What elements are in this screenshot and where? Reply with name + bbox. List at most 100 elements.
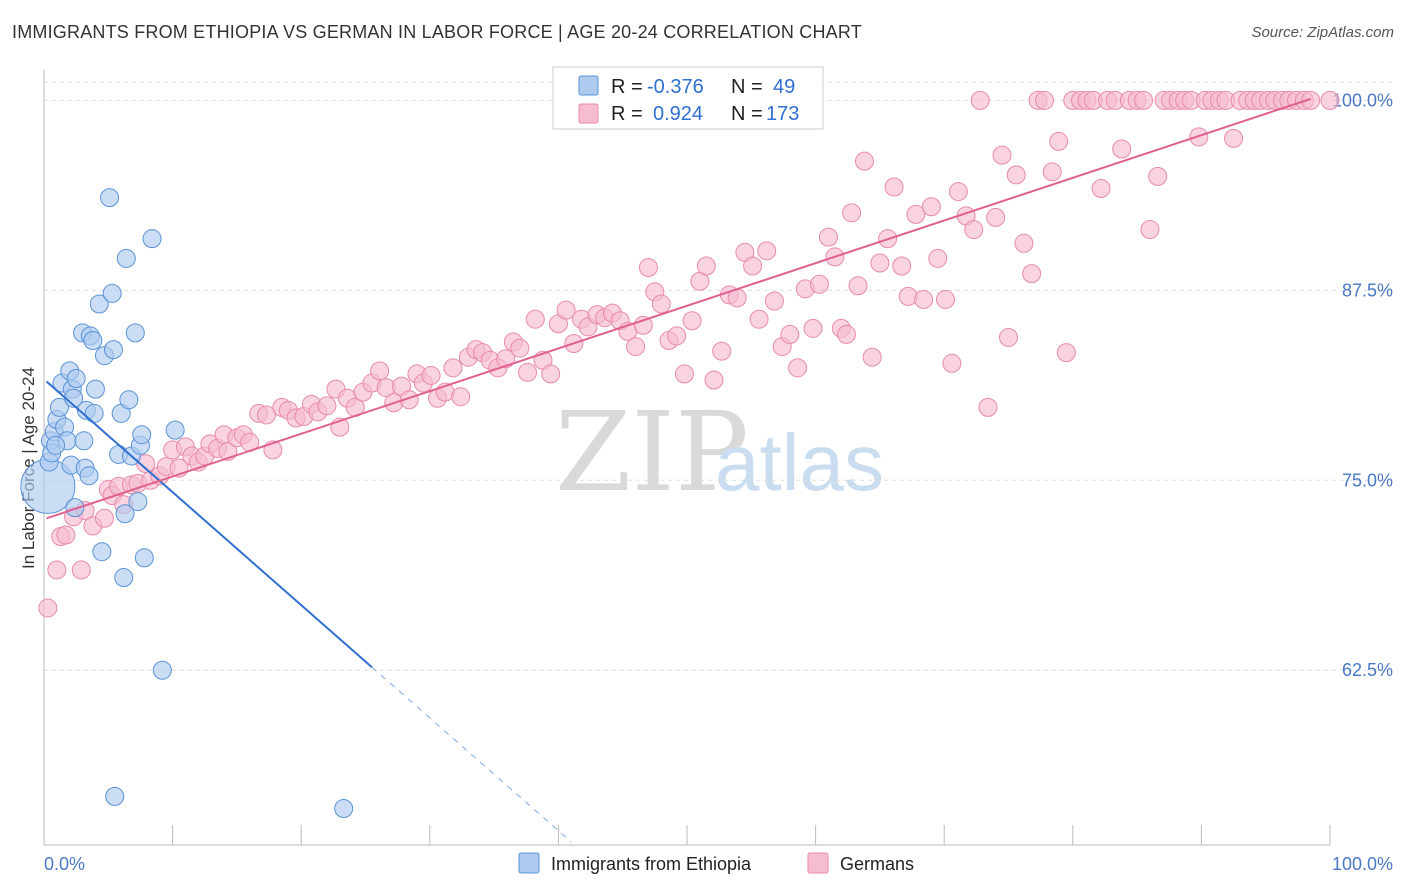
german-point	[921, 197, 941, 217]
ethiopia-point	[114, 568, 134, 588]
german-point	[948, 182, 968, 202]
german-point	[696, 256, 716, 276]
german-point	[443, 358, 463, 378]
german-point	[803, 318, 823, 338]
german-point	[862, 347, 882, 367]
german-point	[256, 405, 276, 425]
ethiopia-point	[132, 425, 152, 445]
ethiopia-point	[74, 431, 94, 451]
german-point	[712, 341, 732, 361]
german-point	[870, 253, 890, 273]
german-point	[1320, 90, 1340, 110]
german-point	[1112, 139, 1132, 159]
german-point	[809, 274, 829, 294]
ethiopia-point	[165, 420, 185, 440]
german-point	[854, 151, 874, 171]
german-point	[788, 358, 808, 378]
y-tick-label: 75.0%	[1342, 470, 1393, 490]
german-trend-line	[46, 97, 1312, 520]
watermark-zip: ZIP	[555, 388, 749, 516]
series-germans	[38, 90, 1340, 618]
legend-n-label-germans: N =	[731, 103, 763, 125]
german-point	[525, 309, 545, 329]
ethiopia-point	[125, 323, 145, 343]
ethiopia-trend-line	[45, 380, 373, 668]
german-point	[1134, 90, 1154, 110]
german-point	[999, 327, 1018, 347]
legend-r-label-germans: R =	[611, 103, 643, 125]
german-point	[1140, 220, 1160, 240]
ethiopia-point	[103, 340, 123, 360]
ethiopia-point	[128, 492, 148, 512]
german-point	[667, 326, 687, 346]
ethiopia-point	[85, 379, 105, 399]
ethiopia-point	[115, 504, 135, 524]
german-point	[942, 353, 962, 373]
ethiopia-point	[134, 548, 154, 568]
trend-lines	[45, 97, 1312, 843]
german-point	[818, 227, 838, 247]
german-point	[992, 145, 1012, 165]
german-point	[1042, 162, 1062, 182]
ethiopia-point	[65, 498, 85, 518]
german-point	[638, 258, 658, 278]
ethiopia-point	[84, 403, 104, 423]
legend-swatch-germans	[578, 103, 599, 124]
ethiopia-point	[116, 248, 136, 268]
german-point	[47, 560, 67, 580]
german-point	[626, 337, 646, 357]
ethiopia-trend-extension	[371, 666, 572, 843]
german-point	[978, 397, 998, 417]
watermark-atlas: atlas	[715, 418, 884, 507]
german-point	[399, 390, 419, 410]
german-point	[1301, 90, 1321, 110]
german-point	[1014, 233, 1034, 253]
german-point	[970, 90, 990, 110]
ethiopia-point	[46, 435, 66, 455]
bottom-legend-label-ethiopia: Immigrants from Ethiopia	[551, 854, 752, 874]
german-point	[682, 311, 702, 331]
y-tick-label: 87.5%	[1342, 280, 1393, 300]
y-tick-label: 100.0%	[1332, 90, 1393, 110]
german-point	[836, 324, 856, 344]
y-tick-label: 62.5%	[1342, 660, 1393, 680]
ethiopia-point	[79, 466, 99, 486]
german-point	[541, 364, 561, 384]
ethiopia-point	[152, 660, 172, 680]
ethiopia-point	[334, 799, 354, 819]
ethiopia-point	[83, 330, 103, 350]
german-point	[510, 338, 530, 358]
german-point	[914, 289, 934, 309]
ethiopia-point	[89, 294, 109, 314]
german-point	[884, 177, 904, 197]
german-point	[496, 349, 516, 369]
ethiopia-point	[142, 229, 162, 249]
german-point	[964, 220, 984, 240]
german-point	[651, 294, 671, 314]
ethiopia-point	[119, 390, 139, 410]
german-point	[1035, 90, 1055, 110]
german-point	[906, 204, 926, 224]
y-tick-labels: 62.5% 75.0% 87.5% 100.0%	[1332, 90, 1393, 680]
x-tick-label-min: 0.0%	[44, 854, 85, 874]
series-ethiopia	[20, 188, 354, 819]
legend-n-value-ethiopia: 49	[773, 76, 795, 98]
german-point	[317, 396, 337, 416]
bottom-legend-label-germans: Germans	[840, 854, 914, 874]
german-point	[743, 256, 763, 276]
german-point	[928, 248, 948, 268]
german-point	[892, 256, 912, 276]
german-point	[451, 387, 471, 407]
german-point	[1022, 264, 1042, 284]
legend-n-label-ethiopia: N =	[731, 76, 763, 98]
bottom-legend-swatch-germans	[807, 852, 829, 874]
ethiopia-point	[100, 188, 120, 208]
legend-r-value-ethiopia: -0.376	[647, 76, 704, 98]
german-point	[674, 364, 694, 384]
german-point	[370, 361, 390, 381]
bottom-legend: Immigrants from Ethiopia Germans	[518, 852, 914, 874]
german-point	[38, 598, 58, 618]
german-point	[848, 276, 868, 296]
chart-title: IMMIGRANTS FROM ETHIOPIA VS GERMAN IN LA…	[12, 22, 862, 42]
